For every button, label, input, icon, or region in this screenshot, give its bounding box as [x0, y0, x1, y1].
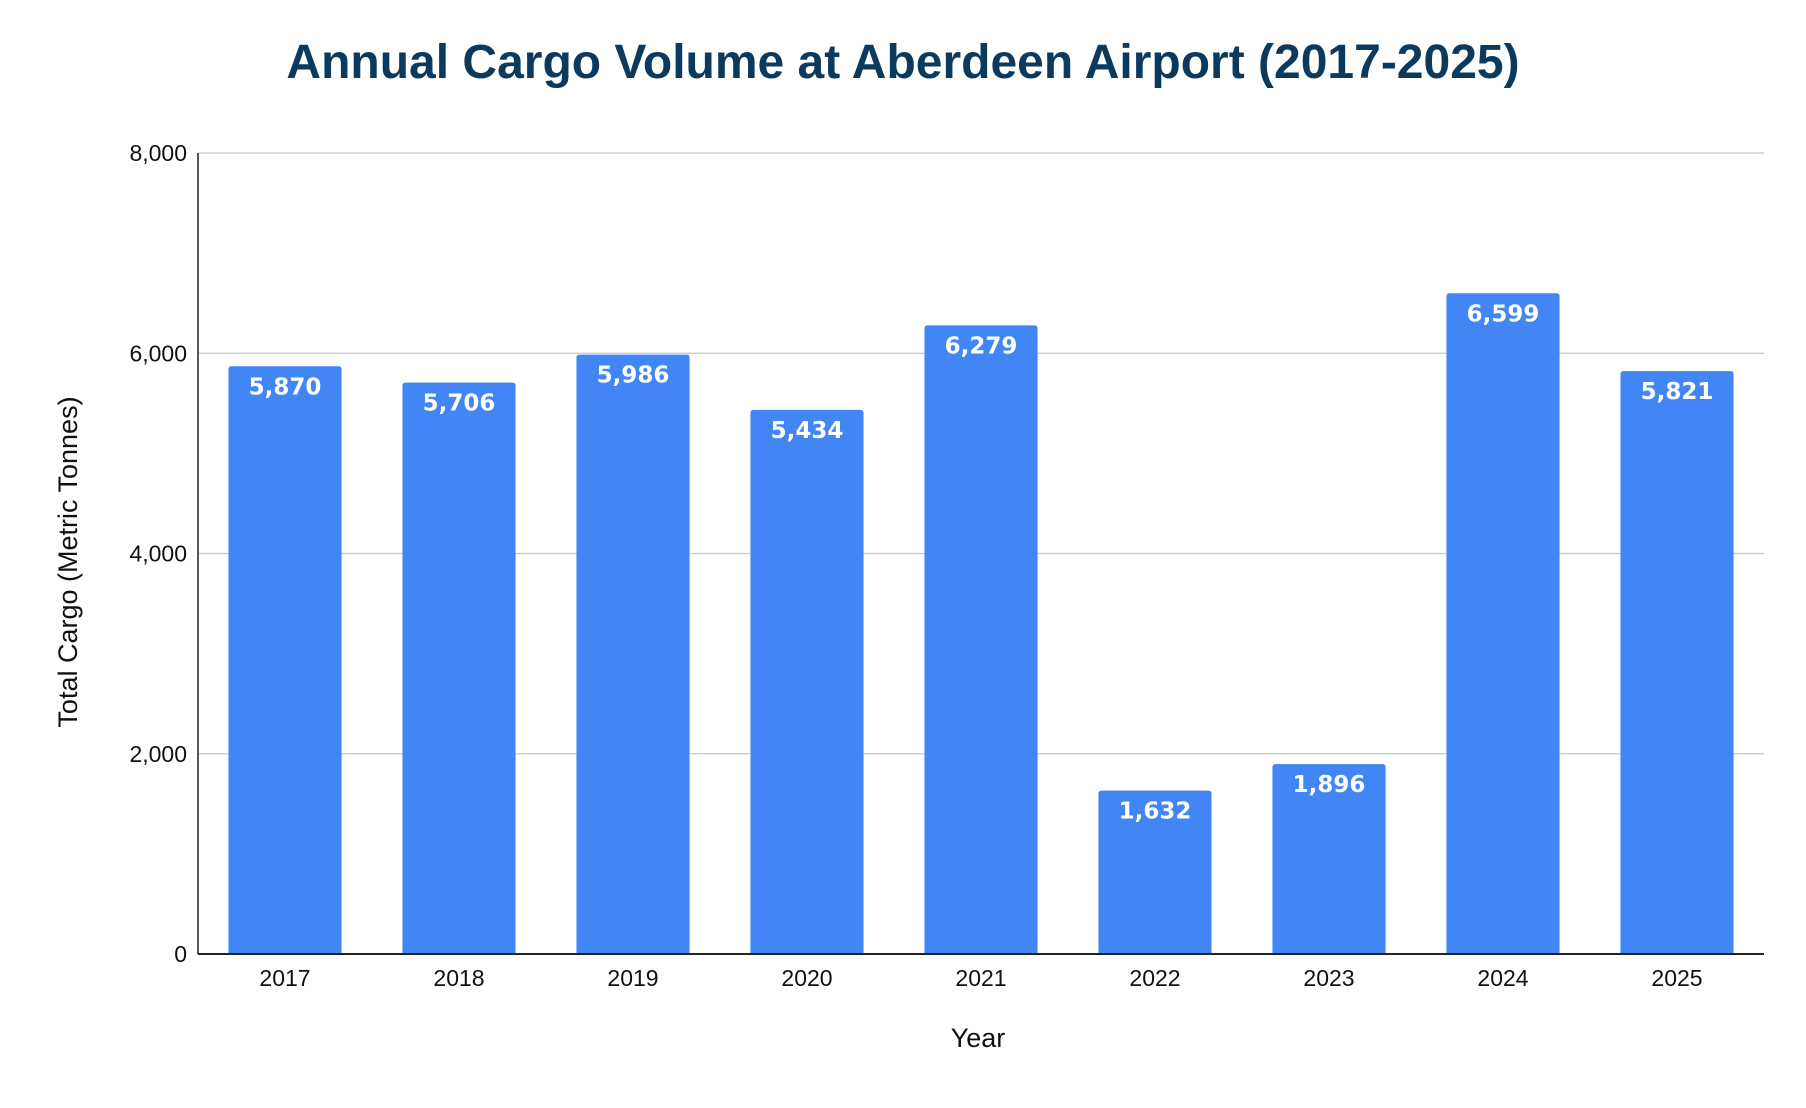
data-label: 6,599: [1467, 301, 1540, 327]
y-tick-label: 8,000: [129, 140, 187, 166]
x-axis-ticks: 2017 2018 2019 2020 2021 2022 2023 2024 2025: [259, 965, 1702, 991]
y-axis-title: Total Cargo (Metric Tonnes): [53, 396, 83, 727]
y-tick-label: 2,000: [129, 741, 187, 767]
x-tick-label: 2018: [433, 965, 484, 991]
x-tick-label: 2017: [259, 965, 310, 991]
bar: [576, 354, 690, 955]
y-axis-ticks: 0 2,000 4,000 6,000 8,000: [129, 140, 187, 967]
chart-title: Annual Cargo Volume at Aberdeen Airport …: [286, 36, 1519, 89]
data-label: 5,986: [597, 363, 670, 389]
bar: [402, 382, 516, 954]
y-tick-label: 4,000: [129, 541, 187, 567]
x-tick-label: 2025: [1651, 965, 1702, 991]
bar: [924, 325, 1038, 954]
x-tick-label: 2022: [1129, 965, 1180, 991]
data-label: 5,434: [771, 418, 844, 444]
bar: [1446, 293, 1560, 954]
x-tick-label: 2023: [1303, 965, 1354, 991]
x-tick-label: 2021: [955, 965, 1006, 991]
bar: [750, 409, 864, 954]
x-axis-title: Year: [951, 1023, 1006, 1053]
bars: [228, 293, 1734, 955]
bar: [1098, 790, 1212, 954]
x-tick-label: 2019: [607, 965, 658, 991]
y-tick-label: 6,000: [129, 340, 187, 366]
x-tick-label: 2020: [781, 965, 832, 991]
x-tick-label: 2024: [1477, 965, 1528, 991]
bar: [1620, 371, 1734, 954]
data-label: 1,632: [1119, 799, 1192, 825]
data-label: 6,279: [945, 333, 1018, 359]
y-tick-label: 0: [174, 941, 187, 967]
data-label: 5,821: [1641, 379, 1714, 405]
bar: [1272, 764, 1386, 954]
data-label: 5,706: [423, 391, 496, 417]
data-label: 1,896: [1293, 772, 1366, 798]
data-label: 5,870: [249, 374, 322, 400]
data-labels: 5,870 5,706 5,986 5,434 6,279 1,632 1,896 6,599…: [249, 301, 1714, 824]
bar: [228, 366, 342, 954]
